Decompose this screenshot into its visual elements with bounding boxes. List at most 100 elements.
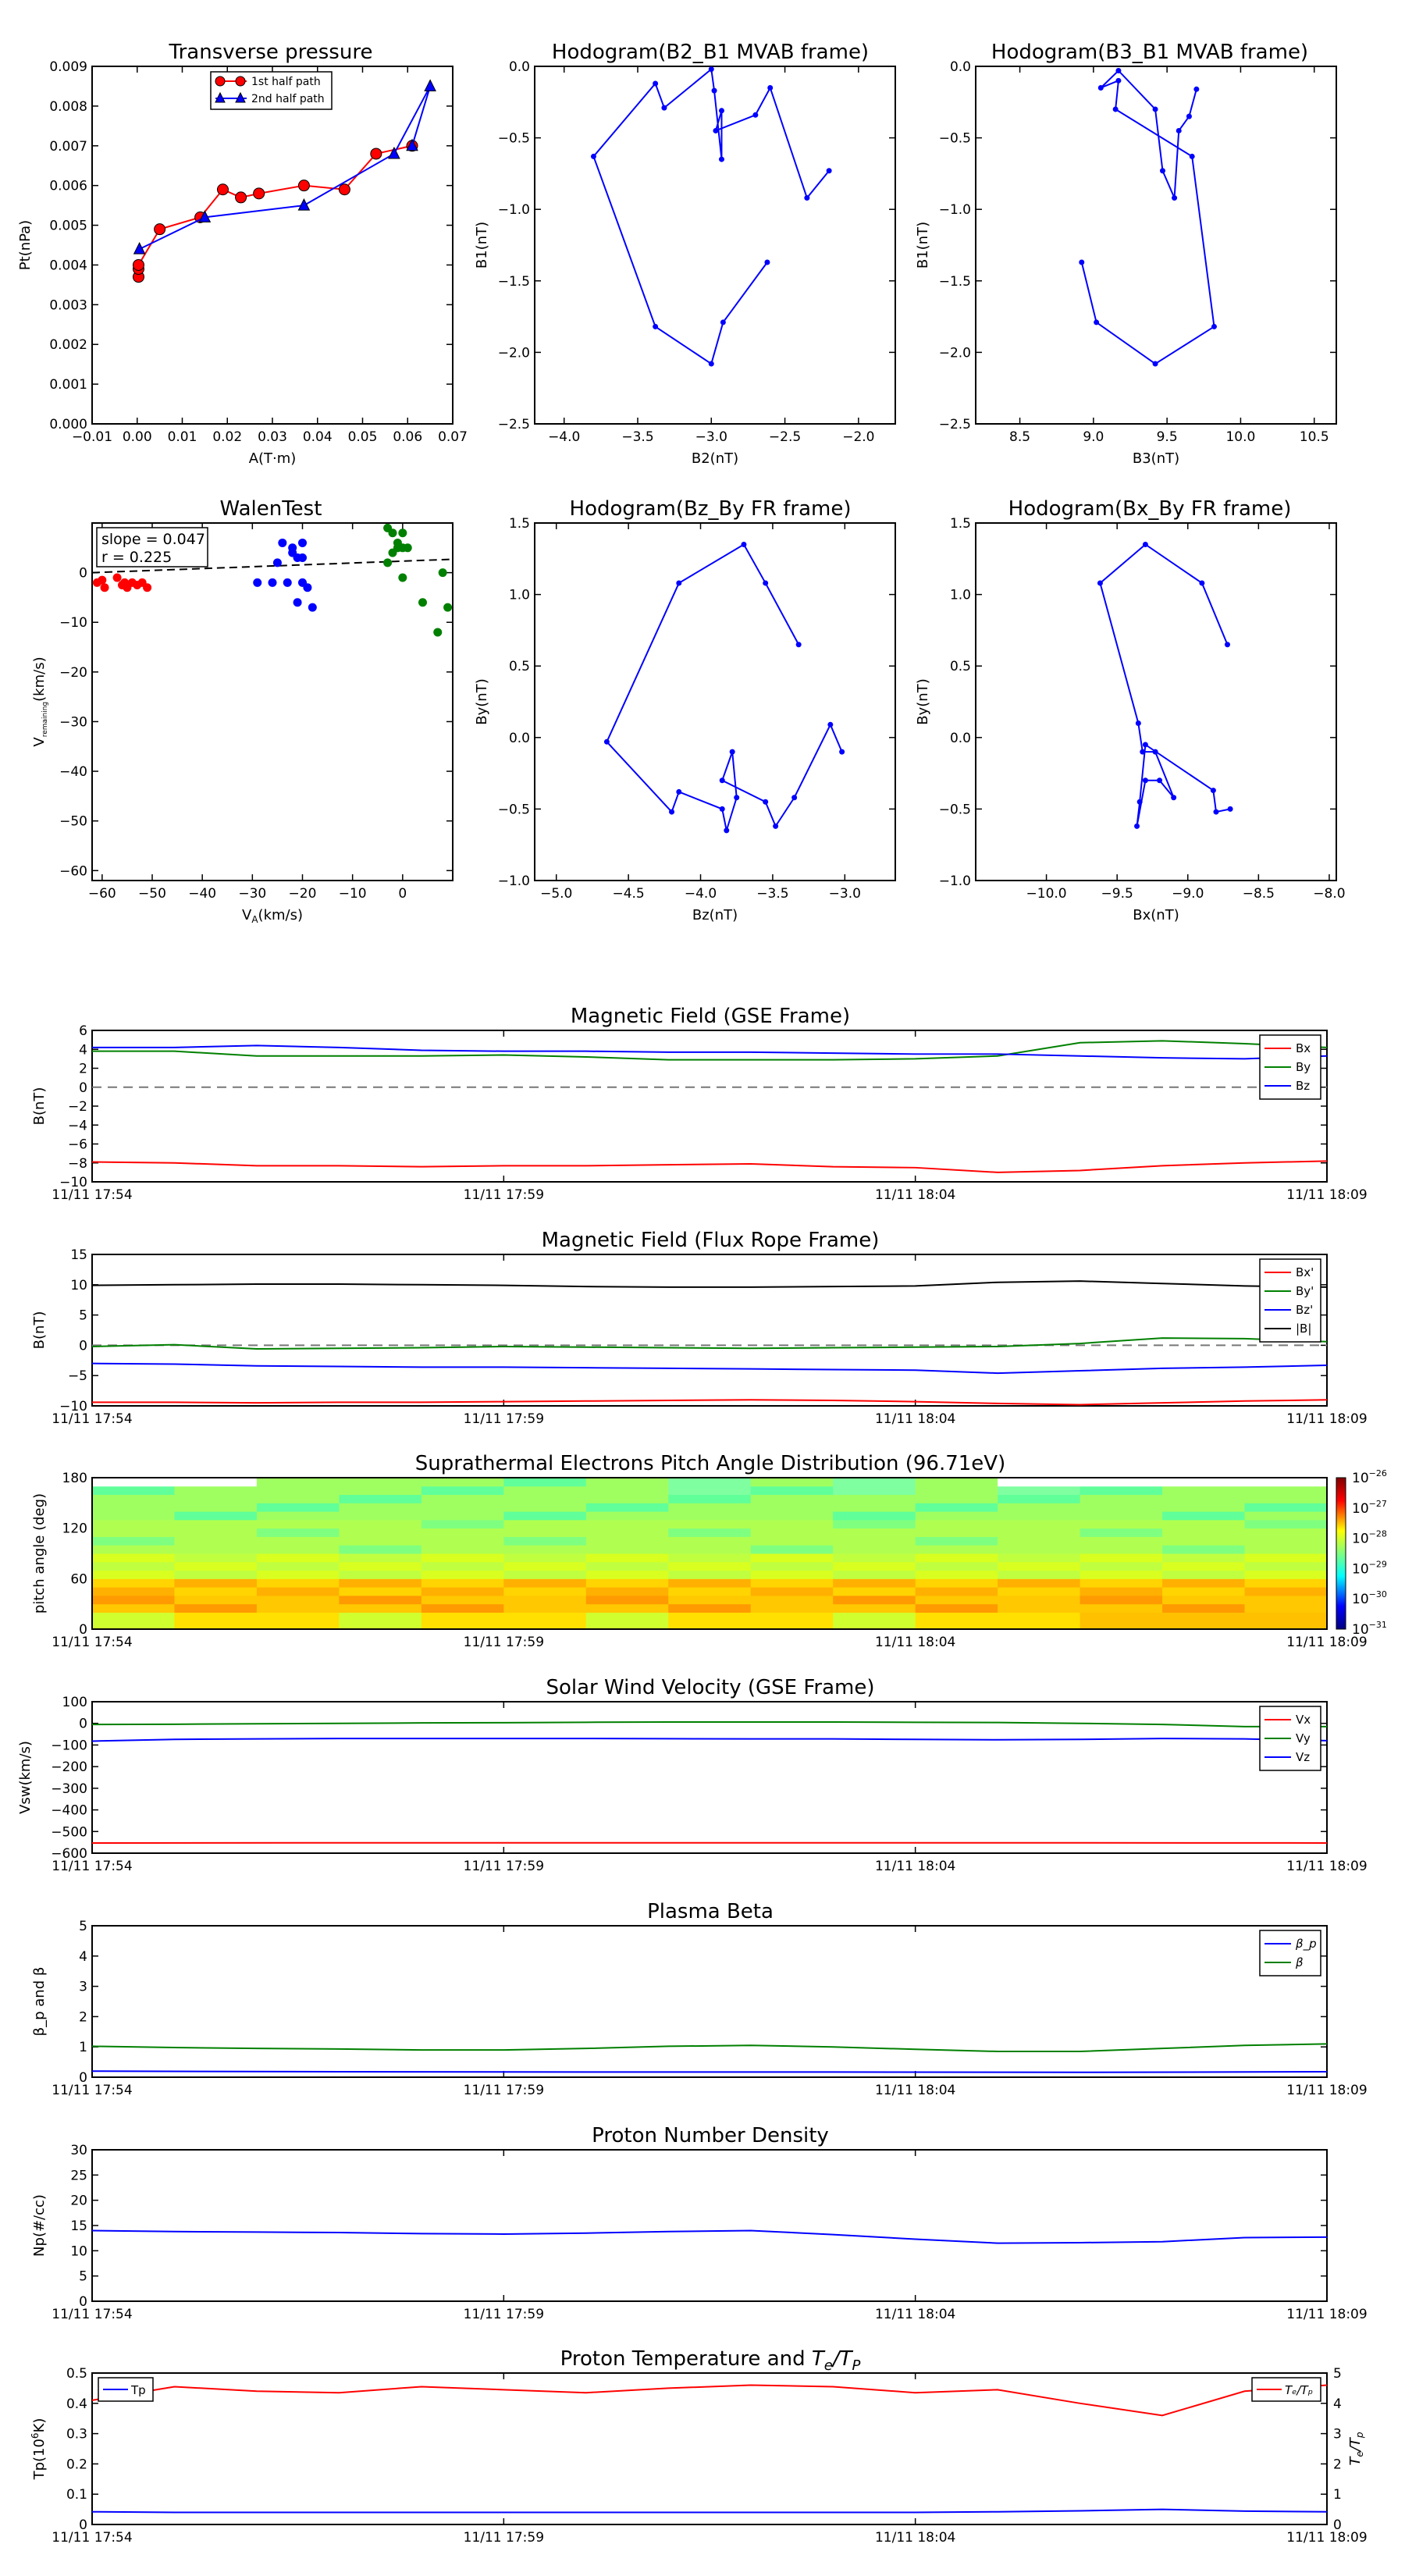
data-point-tp-0 xyxy=(132,258,144,271)
heatmap-cell xyxy=(421,1561,504,1571)
heatmap-cell xyxy=(421,1503,504,1512)
heatmap-cell xyxy=(998,1511,1081,1521)
chart-title-vsw: Solar Wind Velocity (GSE Frame) xyxy=(546,1676,874,1699)
heatmap-cell xyxy=(421,1478,504,1487)
series-line-bgse-2 xyxy=(92,1044,1328,1060)
heatmap-cell xyxy=(1080,1595,1163,1605)
x-tick-label-bfr: 11/11 18:04 xyxy=(875,1411,955,1427)
heatmap-cell xyxy=(92,1553,175,1563)
heatmap-cell xyxy=(915,1478,998,1487)
data-point-h4-0 xyxy=(1157,777,1163,784)
heatmap-cell xyxy=(92,1511,175,1521)
heatmap-cell xyxy=(668,1570,752,1579)
data-point-h4-0 xyxy=(1152,749,1158,755)
heatmap-cell xyxy=(256,1561,340,1571)
data-point-h1-0 xyxy=(653,323,659,329)
y-tick-label-h2: −1.0 xyxy=(939,202,971,218)
heatmap-cell xyxy=(256,1478,340,1487)
colorbar-label: 10−30 xyxy=(1352,1589,1387,1607)
heatmap-cell xyxy=(750,1578,834,1588)
data-point-walen-1 xyxy=(298,553,307,563)
heatmap-cell xyxy=(1162,1478,1246,1487)
heatmap-cell xyxy=(1244,1503,1328,1512)
y-tick-label-walen: −20 xyxy=(59,665,87,681)
heatmap-cell xyxy=(92,1545,175,1554)
y-label-sub: remaining xyxy=(41,702,49,737)
heatmap-cell xyxy=(174,1528,258,1537)
data-point-h2-0 xyxy=(1172,195,1178,201)
heatmap-cell xyxy=(174,1587,258,1596)
data-point-h1-0 xyxy=(708,66,714,73)
colorbar-label: 10−31 xyxy=(1352,1620,1387,1638)
heatmap-cell xyxy=(750,1570,834,1579)
data-point-tp-0 xyxy=(216,183,229,196)
x-tick-label-h3: −4.5 xyxy=(612,886,644,902)
data-point-h1-0 xyxy=(720,319,726,326)
series-line-tp-1 xyxy=(139,85,432,250)
heatmap-cell xyxy=(1162,1612,1246,1621)
heatmap-cell xyxy=(421,1528,504,1537)
legend-label-beta: β xyxy=(1295,1955,1304,1969)
x-tick-label-tp: 0.06 xyxy=(393,429,422,445)
y-tick-label-tp: 0.007 xyxy=(49,139,87,155)
heatmap-cell xyxy=(503,1561,587,1571)
plot-frame-walen xyxy=(91,522,454,881)
x-tick-label-tp: 0.04 xyxy=(303,429,333,445)
y-axis-label-pad: pitch angle (deg) xyxy=(31,1493,48,1614)
colorbar-exp: −27 xyxy=(1369,1499,1387,1509)
y-tick-label-beta: 4 xyxy=(79,1949,87,1965)
data-point-h1-0 xyxy=(661,105,667,111)
legend-tp: 1st half path 2nd half path xyxy=(210,71,333,110)
y-tick-label-tp2: 0.1 xyxy=(66,2487,87,2503)
heatmap-cell xyxy=(1162,1587,1246,1596)
heatmap-cell xyxy=(915,1511,998,1521)
heatmap-cell xyxy=(1162,1536,1246,1546)
heatmap-cell xyxy=(421,1587,504,1596)
data-point-tp-0 xyxy=(370,148,382,160)
heatmap-cell xyxy=(256,1553,340,1563)
colorbar-label: 10−29 xyxy=(1352,1559,1387,1577)
y-tick-label-walen: −40 xyxy=(59,764,87,780)
fit-line-walen xyxy=(91,558,454,574)
heatmap-cell xyxy=(256,1570,340,1579)
heatmap-cell xyxy=(174,1519,258,1529)
data-point-tp-0 xyxy=(253,187,265,200)
heatmap-cell xyxy=(585,1603,669,1613)
axes-vsw: 11/11 17:54 11/11 17:59 11/11 18:04 11/11 1… xyxy=(17,1695,1368,1874)
data-point-h2-0 xyxy=(1115,67,1122,73)
heatmap-cell xyxy=(585,1478,669,1487)
heatmap-cell xyxy=(998,1485,1081,1496)
x-tick-label-h1: −4.0 xyxy=(548,429,580,445)
data-point-tp-0 xyxy=(338,183,350,196)
x-tick-label-walen: −50 xyxy=(138,886,166,902)
legend-box-tp xyxy=(210,71,333,110)
heatmap-cell xyxy=(833,1578,916,1588)
heatmap-cell xyxy=(668,1545,752,1554)
x-tick-label-walen: −60 xyxy=(88,886,116,902)
x-axis-label-h4: Bx(nT) xyxy=(1133,907,1179,923)
y2-tick-label: 1 xyxy=(1333,2487,1342,2503)
heatmap-cell xyxy=(339,1511,422,1521)
data-point-walen-1 xyxy=(283,578,292,587)
x-tick-label-np: 11/11 18:09 xyxy=(1286,2307,1367,2322)
heatmap-cell xyxy=(1080,1519,1163,1529)
heatmap-cell xyxy=(339,1603,422,1613)
x-tick-label-tp: 0.01 xyxy=(168,429,197,445)
y-tick-label-beta: 3 xyxy=(79,1980,87,1995)
heatmap-cell xyxy=(503,1485,587,1496)
heatmap-cell xyxy=(915,1503,998,1512)
heatmap-cell xyxy=(668,1561,752,1571)
y-tick-label-h3: 1.5 xyxy=(509,516,530,532)
legend-marker-tp xyxy=(235,76,246,87)
data-point-h1-0 xyxy=(764,259,770,265)
heatmap-cell xyxy=(256,1595,340,1605)
y-axis-label-bgse: B(nT) xyxy=(31,1087,48,1126)
y-tick-label-tp: 0.005 xyxy=(49,219,87,234)
data-point-h3-0 xyxy=(839,749,845,755)
heatmap-cell xyxy=(915,1612,998,1621)
data-point-h1-0 xyxy=(590,153,596,159)
heatmap-cell xyxy=(92,1503,175,1512)
x-tick-label-h4: −8.0 xyxy=(1313,886,1345,902)
legend-label-bfr: Bx' xyxy=(1296,1265,1314,1279)
heatmap-cell xyxy=(174,1536,258,1546)
